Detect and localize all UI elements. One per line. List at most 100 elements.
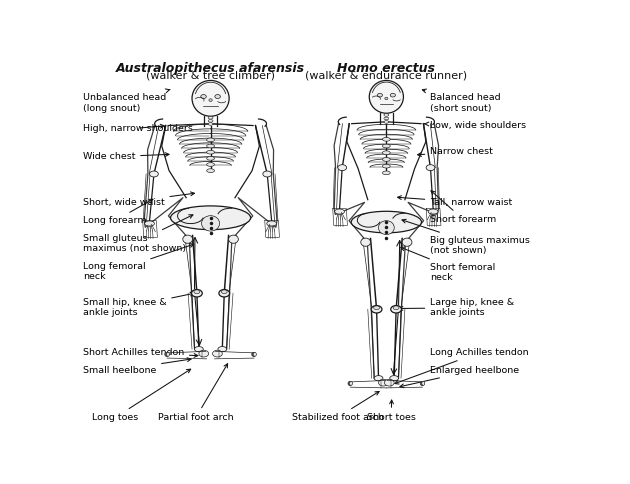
Text: Tall, narrow waist: Tall, narrow waist: [398, 196, 513, 207]
Text: Large hip, knee &
ankle joints: Large hip, knee & ankle joints: [399, 298, 515, 318]
Ellipse shape: [426, 165, 435, 171]
Ellipse shape: [385, 97, 388, 100]
Ellipse shape: [207, 144, 214, 148]
Ellipse shape: [166, 352, 169, 356]
Ellipse shape: [253, 352, 256, 356]
Text: Long femoral
neck: Long femoral neck: [83, 243, 193, 281]
Text: Long forearm: Long forearm: [83, 199, 153, 226]
Ellipse shape: [166, 352, 169, 356]
Ellipse shape: [208, 117, 213, 119]
Text: Short forearm: Short forearm: [430, 191, 496, 224]
Ellipse shape: [391, 305, 401, 313]
Ellipse shape: [348, 381, 351, 385]
Ellipse shape: [266, 221, 277, 226]
Ellipse shape: [384, 114, 389, 116]
Text: Wide chest: Wide chest: [83, 152, 169, 161]
Ellipse shape: [384, 117, 389, 120]
Text: Short, wide waist: Short, wide waist: [83, 192, 195, 207]
Text: Australopithecus afarensis: Australopithecus afarensis: [116, 62, 305, 75]
Ellipse shape: [421, 381, 424, 385]
Ellipse shape: [166, 352, 169, 356]
Ellipse shape: [382, 144, 390, 148]
Ellipse shape: [215, 94, 220, 99]
Text: Long toes: Long toes: [92, 369, 191, 422]
Ellipse shape: [379, 379, 388, 386]
Ellipse shape: [390, 376, 399, 381]
Ellipse shape: [218, 347, 227, 352]
Ellipse shape: [165, 352, 168, 356]
Text: Short toes: Short toes: [367, 400, 416, 422]
Ellipse shape: [351, 212, 421, 233]
Text: Stabilized foot arch: Stabilized foot arch: [292, 392, 384, 422]
Ellipse shape: [207, 156, 214, 160]
Ellipse shape: [420, 381, 423, 385]
Ellipse shape: [251, 352, 255, 356]
Text: High, narrow shoulders: High, narrow shoulders: [83, 123, 193, 133]
Ellipse shape: [402, 238, 412, 246]
Ellipse shape: [194, 290, 200, 294]
Ellipse shape: [374, 306, 379, 310]
Ellipse shape: [263, 171, 272, 177]
Ellipse shape: [171, 206, 251, 229]
Ellipse shape: [371, 305, 382, 313]
Ellipse shape: [208, 120, 213, 122]
Ellipse shape: [253, 352, 256, 356]
Text: Homo erectus: Homo erectus: [337, 62, 435, 75]
Ellipse shape: [192, 80, 229, 116]
Ellipse shape: [348, 381, 352, 385]
Ellipse shape: [207, 163, 214, 166]
Text: (walker & tree climber): (walker & tree climber): [146, 70, 275, 80]
Text: Big gluteus maximus
(not shown): Big gluteus maximus (not shown): [402, 219, 530, 255]
Ellipse shape: [421, 381, 425, 385]
Ellipse shape: [350, 381, 352, 385]
Text: Short Achilles tendon: Short Achilles tendon: [83, 348, 198, 357]
Ellipse shape: [208, 122, 213, 125]
Ellipse shape: [369, 80, 403, 113]
Ellipse shape: [338, 165, 346, 171]
Ellipse shape: [207, 138, 214, 142]
Ellipse shape: [390, 93, 396, 97]
Ellipse shape: [183, 235, 193, 243]
Ellipse shape: [201, 94, 206, 99]
Ellipse shape: [209, 99, 212, 102]
Ellipse shape: [393, 306, 399, 310]
Ellipse shape: [379, 221, 394, 235]
Ellipse shape: [199, 350, 209, 357]
Ellipse shape: [165, 352, 168, 356]
Ellipse shape: [212, 350, 222, 357]
Ellipse shape: [145, 221, 154, 226]
Ellipse shape: [377, 93, 382, 97]
Ellipse shape: [207, 151, 214, 154]
Ellipse shape: [422, 381, 425, 385]
Ellipse shape: [382, 164, 390, 168]
Ellipse shape: [192, 289, 202, 297]
Ellipse shape: [382, 158, 390, 161]
Ellipse shape: [335, 209, 345, 214]
Ellipse shape: [195, 347, 203, 352]
Text: Short femoral
neck: Short femoral neck: [401, 247, 496, 282]
Text: Enlarged heelbone: Enlarged heelbone: [400, 365, 519, 388]
Ellipse shape: [202, 216, 220, 231]
Ellipse shape: [229, 235, 238, 243]
Ellipse shape: [221, 290, 227, 294]
Text: Small gluteus
maximus (not shown): Small gluteus maximus (not shown): [83, 215, 193, 253]
Ellipse shape: [384, 379, 394, 386]
Text: Small hip, knee &
ankle joints: Small hip, knee & ankle joints: [83, 292, 194, 318]
Ellipse shape: [421, 381, 423, 385]
Text: Partial foot arch: Partial foot arch: [158, 363, 234, 422]
Ellipse shape: [384, 121, 389, 123]
Ellipse shape: [382, 151, 390, 154]
Ellipse shape: [149, 171, 158, 177]
Text: Balanced head
(short snout): Balanced head (short snout): [422, 89, 501, 112]
Ellipse shape: [428, 209, 438, 214]
Text: Small heelbone: Small heelbone: [83, 358, 191, 375]
Ellipse shape: [382, 137, 390, 141]
Ellipse shape: [207, 169, 214, 172]
Text: Low, wide shoulders: Low, wide shoulders: [425, 121, 527, 130]
Text: Narrow chest: Narrow chest: [418, 148, 493, 156]
Ellipse shape: [219, 289, 229, 297]
Ellipse shape: [349, 381, 352, 385]
Ellipse shape: [349, 381, 352, 385]
Ellipse shape: [374, 376, 383, 381]
Ellipse shape: [361, 238, 370, 246]
